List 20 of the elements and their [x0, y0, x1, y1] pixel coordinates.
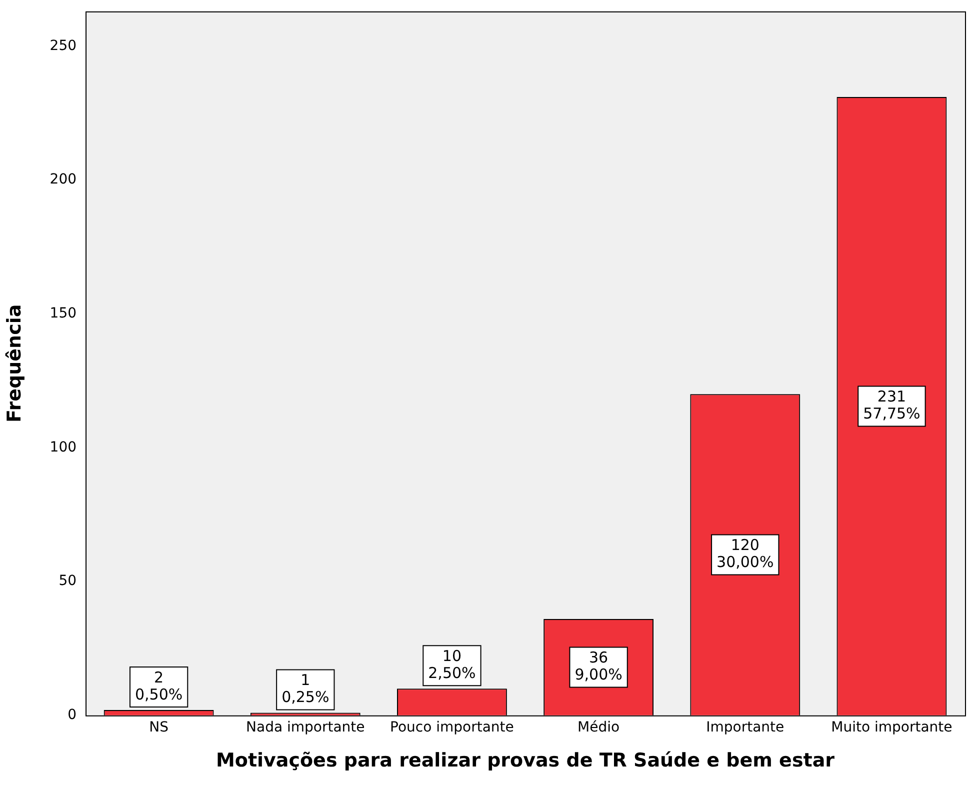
- x-tick-label: NS: [149, 719, 169, 736]
- x-tick-label: Importante: [706, 719, 784, 736]
- y-tick-label: 150: [50, 306, 77, 322]
- x-tick-label: Pouco importante: [390, 719, 514, 736]
- x-axis-title: Motivações para realizar provas de TR Saúde e bem estar: [216, 750, 836, 772]
- y-tick-label: 250: [50, 38, 77, 54]
- data-label: 10 2,50%: [428, 647, 476, 682]
- x-tick-label: Muito importante: [831, 719, 952, 736]
- y-tick-label: 0: [68, 707, 77, 724]
- data-label: 120 30,00%: [716, 536, 774, 572]
- y-tick-label: 50: [58, 573, 77, 590]
- y-tick-label: 200: [50, 172, 77, 188]
- y-tick-label: 100: [50, 439, 77, 456]
- data-label: 1 0,25%: [282, 671, 330, 706]
- y-axis-title: Frequência: [3, 304, 26, 422]
- x-tick-label: Médio: [578, 719, 620, 736]
- data-label: 231 57,75%: [863, 388, 920, 423]
- data-label: 36 9,00%: [574, 648, 622, 684]
- data-label: 2 0,50%: [134, 668, 183, 704]
- x-tick-label: Nada importante: [246, 719, 365, 736]
